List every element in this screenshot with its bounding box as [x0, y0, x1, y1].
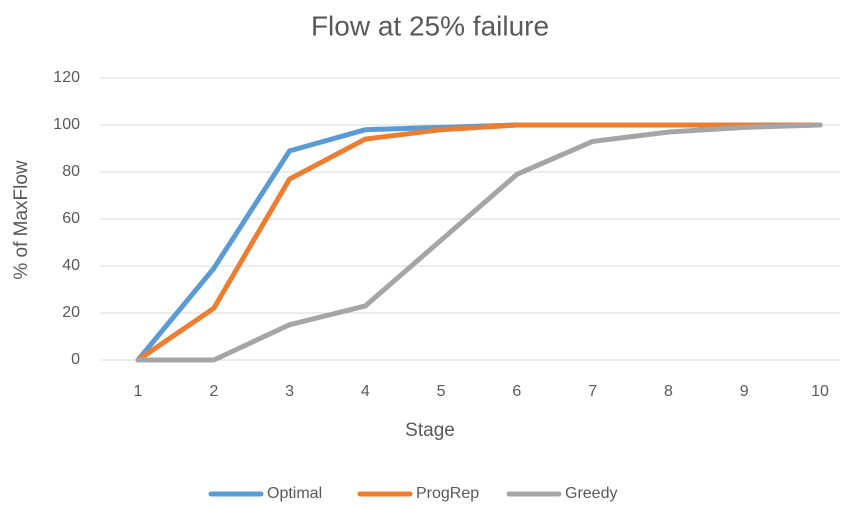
data-line — [135, 122, 823, 363]
x-tick-label: 7 — [588, 383, 597, 400]
y-axis-title: % of MaxFlow — [11, 160, 32, 280]
x-tick-label: 9 — [740, 383, 749, 400]
y-tick-label: 40 — [62, 257, 80, 274]
data-line — [135, 122, 823, 363]
data-line — [135, 122, 823, 363]
y-tick-label: 120 — [53, 69, 80, 86]
y-tick-label: 80 — [62, 163, 80, 180]
x-axis-title: Stage — [405, 420, 455, 441]
legend-label: Optimal — [267, 485, 322, 502]
x-tick-label: 10 — [811, 383, 829, 400]
y-tick-label: 20 — [62, 304, 80, 321]
y-tick-label: 100 — [53, 116, 80, 133]
chart-title: Flow at 25% failure — [311, 10, 549, 41]
x-tick-label: 3 — [285, 383, 294, 400]
y-tick-label: 60 — [62, 210, 80, 227]
x-tick-label: 1 — [134, 383, 143, 400]
x-tick-label: 5 — [437, 383, 446, 400]
x-tick-label: 2 — [209, 383, 218, 400]
x-tick-label: 8 — [664, 383, 673, 400]
legend-label: ProgRep — [416, 485, 479, 502]
legend-label: Greedy — [565, 485, 617, 502]
x-tick-label: 6 — [512, 383, 521, 400]
y-tick-label: 0 — [71, 351, 80, 368]
x-tick-label: 4 — [361, 383, 370, 400]
